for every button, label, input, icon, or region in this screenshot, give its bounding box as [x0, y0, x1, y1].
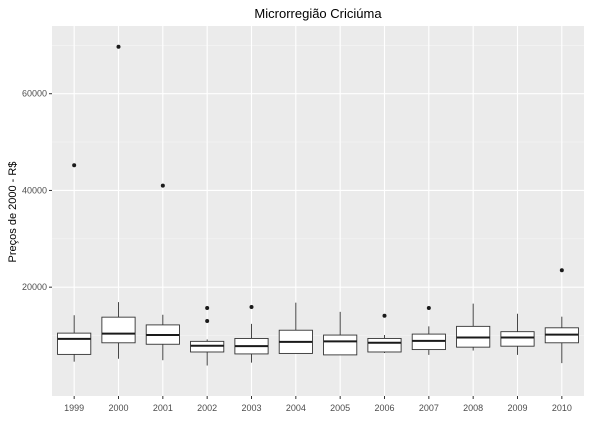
x-tick-label: 2008 — [463, 403, 483, 413]
outlier-point — [249, 305, 254, 310]
iqr-box — [323, 334, 358, 356]
x-tick-label: 2002 — [197, 403, 217, 413]
x-tick-label: 2001 — [153, 403, 173, 413]
x-tick-label: 2007 — [419, 403, 439, 413]
x-tick-label: 2005 — [330, 403, 350, 413]
x-tick-label: 1999 — [64, 403, 84, 413]
outlier-point — [559, 268, 564, 273]
plot-panel — [52, 26, 584, 396]
outlier-point — [160, 183, 165, 188]
x-tick-label: 2009 — [507, 403, 527, 413]
y-tick-label: 40000 — [22, 185, 47, 195]
iqr-box — [500, 331, 535, 347]
outlier-point — [426, 305, 431, 310]
box-2003 — [234, 305, 269, 363]
box-series — [57, 44, 579, 366]
outlier-point — [382, 313, 387, 318]
outlier-point — [205, 319, 210, 324]
x-axis: 1999 2000 2001 2002 2003 2004 2005 2006 2007 2008… — [64, 396, 572, 413]
outlier-point — [205, 305, 210, 310]
x-tick-label: 2006 — [374, 403, 394, 413]
box-2006 — [367, 313, 402, 353]
x-tick-label: 2000 — [108, 403, 128, 413]
x-tick-label: 2010 — [552, 403, 572, 413]
box-2001 — [145, 183, 180, 361]
y-axis-title: Preços de 2000 - R$ — [7, 162, 19, 263]
box-2008 — [456, 303, 491, 351]
box-2009 — [500, 313, 535, 355]
outlier-point — [116, 44, 121, 49]
box-2010 — [544, 268, 579, 364]
x-tick-label: 2004 — [286, 403, 306, 413]
box-2007 — [411, 305, 446, 355]
box-2000 — [101, 44, 136, 359]
box-2002 — [190, 305, 225, 366]
box-2005 — [323, 311, 358, 356]
chart-title: Microrregião Criciúma — [254, 6, 382, 21]
y-tick-label: 20000 — [22, 282, 47, 292]
box-1999 — [57, 163, 92, 362]
iqr-box — [101, 316, 136, 344]
outlier-point — [72, 163, 77, 168]
box-2004 — [278, 302, 313, 354]
y-tick-label: 60000 — [22, 89, 47, 99]
iqr-box — [367, 337, 402, 353]
iqr-box — [57, 332, 92, 355]
y-axis: 20000 40000 60000 — [22, 89, 52, 292]
x-tick-label: 2003 — [241, 403, 261, 413]
